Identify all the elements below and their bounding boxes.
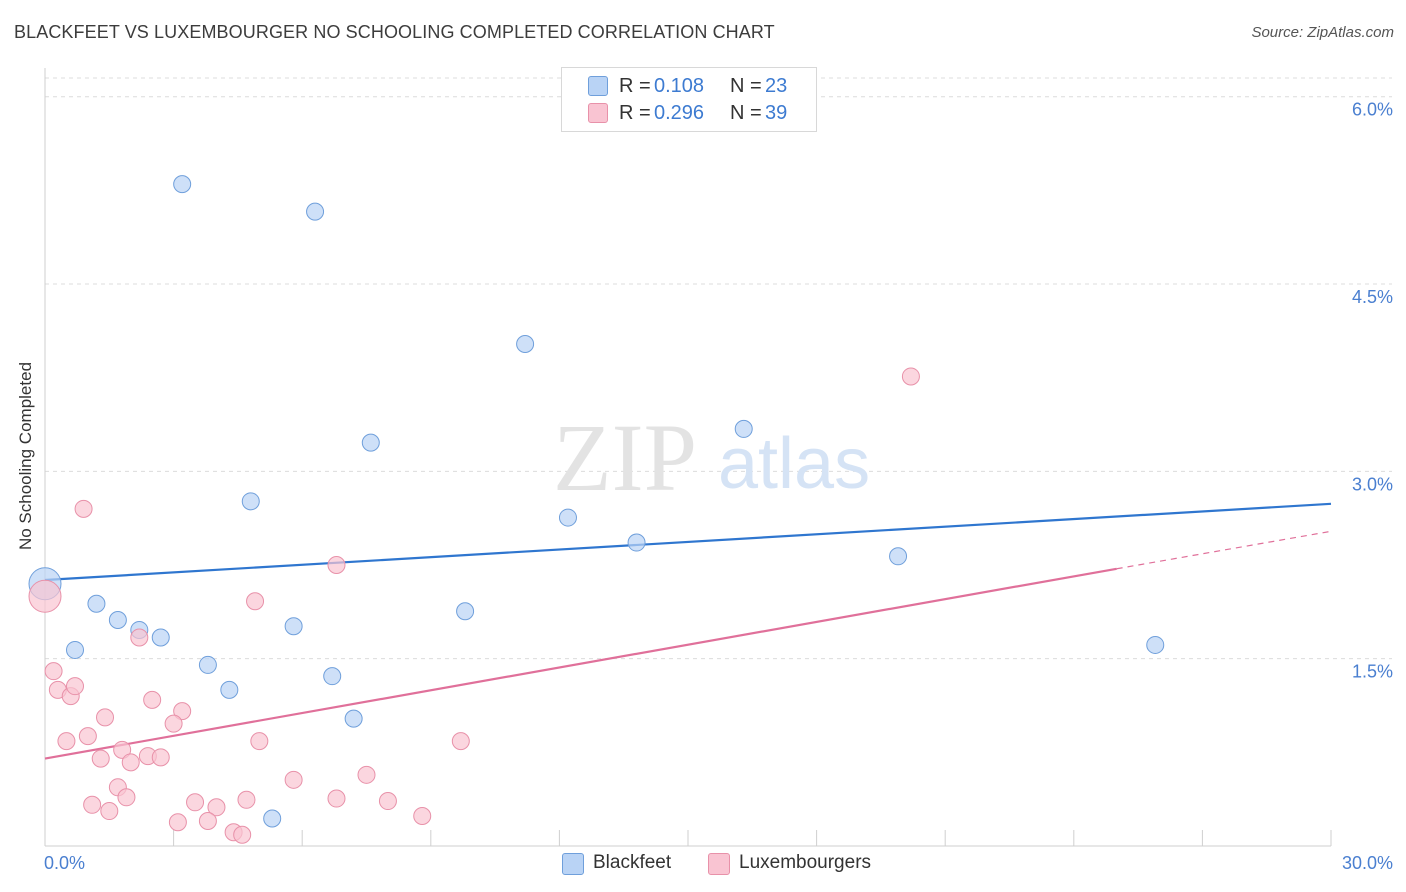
luxembourgers-point xyxy=(207,798,226,817)
blackfeet-swatch xyxy=(588,76,608,96)
blackfeet-point xyxy=(87,594,106,613)
luxembourgers-point xyxy=(901,367,920,386)
luxembourgers-point xyxy=(164,714,183,733)
source-label: Source: ZipAtlas.com xyxy=(1251,24,1394,41)
blackfeet-point xyxy=(241,492,260,511)
axis-layer xyxy=(44,68,1332,847)
y-tick-label: 4.5% xyxy=(1352,287,1393,307)
r-label: R = xyxy=(619,102,651,124)
luxembourgers-trend-line xyxy=(44,567,1117,760)
luxembourgers-point xyxy=(113,740,132,759)
blackfeet-point xyxy=(1146,635,1165,654)
blackfeet-trend-line xyxy=(44,502,1332,582)
blackfeet-point xyxy=(558,508,577,527)
blackfeet-point xyxy=(306,202,325,221)
luxembourgers-point xyxy=(233,825,252,844)
luxembourgers-point xyxy=(250,732,269,751)
luxembourgers-point xyxy=(451,732,470,751)
luxembourgers-trend-extension xyxy=(1116,530,1332,570)
luxembourgers-point xyxy=(173,702,192,721)
tick-label-layer: 1.5% 3.0% 4.5% 6.0% 0.0% 30.0% xyxy=(44,100,1393,873)
y-tick-label: 6.0% xyxy=(1352,100,1393,120)
correlation-legend: R = 0.108 N = 23 R = 0.296 N = 39 xyxy=(561,67,817,132)
luxembourgers-point xyxy=(117,788,136,807)
n-value: 39 xyxy=(765,102,788,124)
blackfeet-point xyxy=(889,547,908,566)
luxembourgers-point xyxy=(357,765,376,784)
watermark-zip: ZIP xyxy=(553,404,697,511)
points-layer xyxy=(28,175,1165,844)
chart-title: BLACKFEET VS LUXEMBOURGER NO SCHOOLING C… xyxy=(14,22,775,42)
n-label: N = xyxy=(730,75,762,97)
blackfeet-swatch xyxy=(562,853,584,875)
luxembourgers-point xyxy=(327,556,346,575)
blackfeet-point xyxy=(173,175,192,194)
blackfeet-point xyxy=(734,419,753,438)
luxembourgers-swatch xyxy=(588,103,608,123)
luxembourgers-point xyxy=(28,579,62,613)
n-value: 23 xyxy=(765,75,788,97)
luxembourgers-point xyxy=(74,499,93,518)
blackfeet-point xyxy=(108,610,127,629)
x-tick-label: 30.0% xyxy=(1342,853,1393,873)
blackfeet-point xyxy=(361,433,380,452)
r-label: R = xyxy=(619,75,651,97)
luxembourgers-point xyxy=(83,795,102,814)
luxembourgers-point xyxy=(130,628,149,647)
luxembourgers-point xyxy=(378,792,397,811)
luxembourgers-swatch xyxy=(708,853,730,875)
blackfeet-point xyxy=(66,640,85,659)
y-tick-label: 3.0% xyxy=(1352,474,1393,494)
luxembourgers-point xyxy=(413,807,432,826)
r-value: 0.296 xyxy=(654,102,705,124)
blackfeet-point xyxy=(284,617,303,636)
blackfeet-point xyxy=(151,628,170,647)
blackfeet-point xyxy=(344,709,363,728)
r-value: 0.108 xyxy=(654,75,705,97)
luxembourgers-point xyxy=(237,790,256,809)
luxembourgers-point xyxy=(168,813,187,832)
luxembourgers-point xyxy=(44,662,63,681)
blackfeet-point xyxy=(456,602,475,621)
luxembourgers-point xyxy=(91,749,110,768)
luxembourgers-point xyxy=(198,812,217,831)
luxembourgers-point xyxy=(57,732,76,751)
luxembourgers-point xyxy=(151,748,170,767)
trend-layer xyxy=(44,502,1332,760)
luxembourgers-point xyxy=(186,793,205,812)
luxembourgers-point xyxy=(96,708,115,727)
blackfeet-point xyxy=(263,809,282,828)
blackfeet-point xyxy=(323,667,342,686)
blackfeet-point xyxy=(627,533,646,552)
y-axis-label: No Schooling Completed xyxy=(16,361,35,551)
x-tick-label: 0.0% xyxy=(44,853,85,873)
luxembourgers-point xyxy=(121,753,140,772)
grid-layer xyxy=(45,77,1392,660)
luxembourgers-point xyxy=(143,690,162,709)
blackfeet-point xyxy=(198,655,217,674)
blackfeet-point xyxy=(220,680,239,699)
luxembourgers-point xyxy=(246,592,265,611)
bottom-legend-label: Luxembourgers xyxy=(739,852,872,873)
luxembourgers-point xyxy=(100,802,119,821)
luxembourgers-point xyxy=(66,677,85,696)
bottom-legend-label: Blackfeet xyxy=(593,852,672,873)
luxembourgers-point xyxy=(327,789,346,808)
y-tick-label: 1.5% xyxy=(1352,662,1393,682)
blackfeet-point xyxy=(516,334,535,353)
n-label: N = xyxy=(730,102,762,124)
watermark: ZIP atlas xyxy=(553,404,870,511)
luxembourgers-point xyxy=(284,770,303,789)
luxembourgers-point xyxy=(78,727,97,746)
